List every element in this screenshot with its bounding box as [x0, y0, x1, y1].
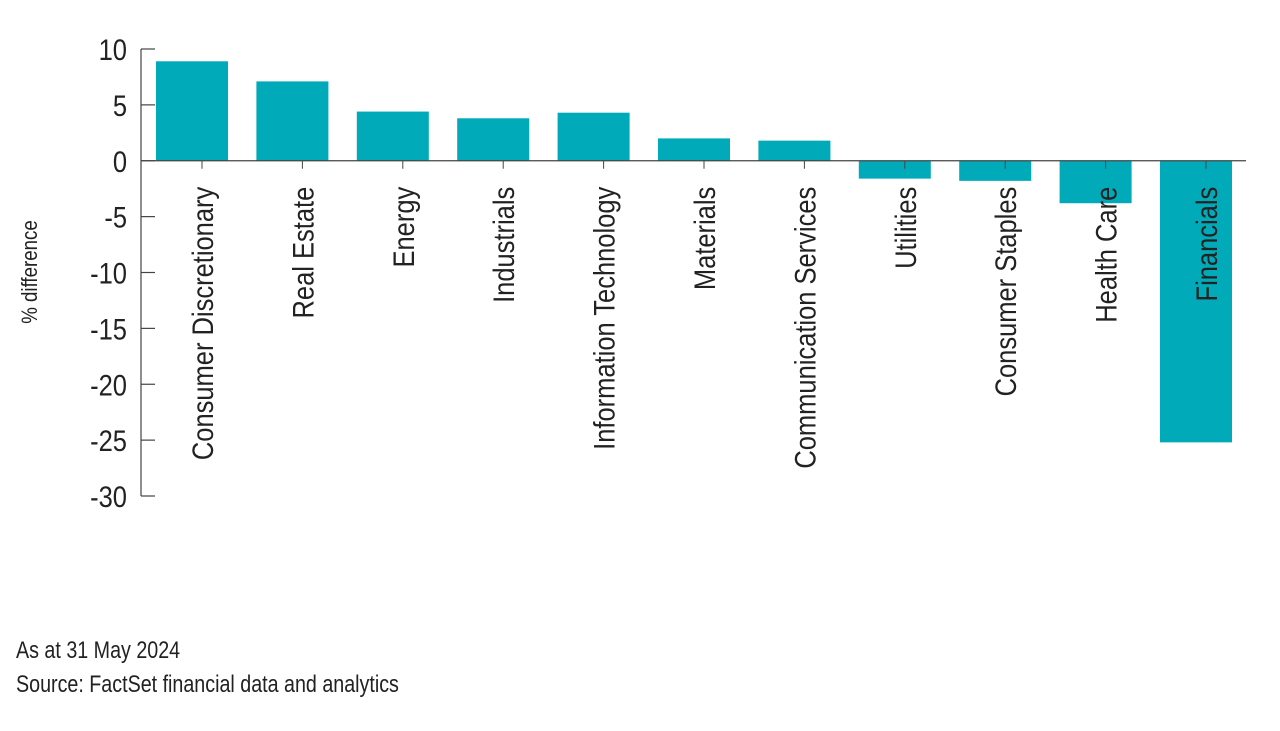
- category-label: Energy: [387, 187, 420, 268]
- bar-financials: [1160, 160, 1232, 443]
- y-tick-label: 10: [99, 33, 127, 66]
- y-tick-label: -10: [90, 257, 127, 290]
- category-label: Utilities: [889, 187, 922, 269]
- category-label: Consumer Staples: [989, 187, 1022, 397]
- as-at-date: As at 31 May 2024: [16, 637, 181, 664]
- y-axis-title: % difference: [19, 220, 43, 324]
- bar-communication-services: [758, 140, 831, 161]
- y-tick-label: -5: [104, 201, 127, 234]
- bar-consumer-staples: [959, 160, 1032, 181]
- source-note: Source: FactSet financial data and analy…: [16, 671, 399, 698]
- y-tick-label: 5: [113, 89, 127, 122]
- category-label: Information Technology: [588, 187, 621, 450]
- category-label: Real Estate: [286, 187, 319, 319]
- chart-notes: As at 31 May 2024 Source: FactSet financ…: [16, 634, 399, 702]
- category-labels: Consumer Discretionary Real Estate Energy I…: [186, 160, 1223, 469]
- category-label: Consumer Discretionary: [186, 187, 219, 460]
- y-tick-label: -30: [90, 480, 127, 513]
- bar-consumer-discretionary: [156, 61, 228, 161]
- bar-industrials: [457, 118, 530, 161]
- bar-health-care: [1059, 160, 1132, 204]
- y-tick-label: 0: [113, 145, 127, 178]
- category-label: Communication Services: [788, 187, 821, 469]
- category-label: Materials: [688, 187, 721, 290]
- category-label: Industrials: [487, 187, 520, 303]
- bar-information-technology: [557, 112, 630, 161]
- y-axis: 10 5 0 -5 -10 -15 -20 -25 -30: [90, 33, 155, 513]
- category-label: Health Care: [1090, 187, 1123, 323]
- bar-utilities: [858, 160, 931, 179]
- bar-chart: % difference 10 5 0 -5 -10 -15 -20 -25 -30 Consu…: [19, 33, 1246, 513]
- bar-energy: [356, 111, 429, 161]
- y-tick-label: -15: [90, 312, 127, 345]
- bar-materials: [658, 138, 730, 161]
- y-tick-label: -20: [90, 368, 127, 401]
- category-label: Financials: [1190, 187, 1223, 302]
- bar-real-estate: [256, 81, 329, 161]
- y-tick-label: -25: [90, 424, 127, 457]
- bars: [156, 61, 1232, 443]
